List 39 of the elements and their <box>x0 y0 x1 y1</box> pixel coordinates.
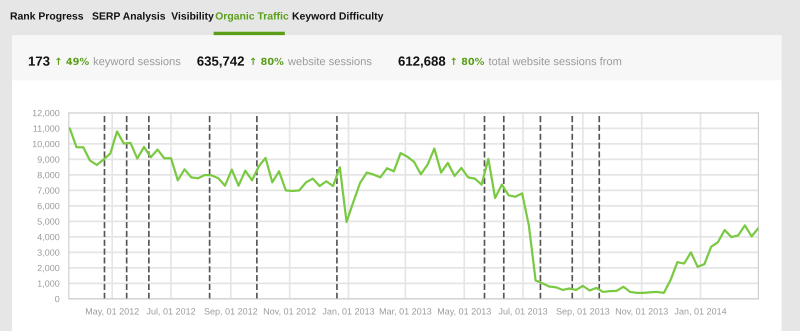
x-tick-label: Sep, 01 2012 <box>204 308 258 316</box>
y-tick-label: 5,000 <box>38 218 60 226</box>
y-tick-label: 7,000 <box>38 187 60 195</box>
x-tick-label: Jan, 01 2014 <box>674 308 726 316</box>
text: total website sessions from <box>488 57 622 66</box>
text: Visibility <box>171 12 214 22</box>
text: ↑ 80% <box>452 58 484 66</box>
x-tick-label: May, 01 2012 <box>86 308 139 316</box>
y-tick-label: 1,000 <box>38 280 60 288</box>
text: website sessions <box>288 57 372 66</box>
y-tick-label: 2,000 <box>38 264 60 272</box>
x-tick-label: Jul, 01 2013 <box>498 308 548 316</box>
x-tick-label: Nov, 01 2012 <box>264 308 316 316</box>
x-tick-label: Nov, 01 2013 <box>616 308 668 316</box>
text: ↑ 80% <box>250 58 284 66</box>
text: Keyword Difficulty <box>292 12 384 22</box>
text: ↑ 49% <box>56 58 89 66</box>
y-tick-label: 10,000 <box>32 140 60 148</box>
text: SERP Analysis <box>92 12 166 22</box>
text: 635,742 <box>197 56 244 68</box>
line-series <box>68 127 758 294</box>
text: Rank Progress <box>10 12 84 22</box>
y-tick-label: 0 <box>55 296 60 302</box>
y-tick-label: 6,000 <box>38 202 60 210</box>
x-tick-label: Sep, 01 2013 <box>556 308 610 316</box>
y-tick-label: 8,000 <box>38 172 60 180</box>
text: 173 <box>28 56 50 66</box>
text: keyword sessions <box>94 57 180 68</box>
x-tick-label: Jul, 01 2012 <box>146 308 196 316</box>
y-tick-label: 12,000 <box>32 110 60 118</box>
x-tick-label: Jan, 01 2013 <box>322 308 374 316</box>
text: Organic Traffic <box>216 12 288 22</box>
text: 612,688 <box>398 56 446 68</box>
x-tick-label: May, 01 2013 <box>438 308 491 316</box>
x-tick-label: Mar, 01 2013 <box>380 308 432 316</box>
y-tick-label: 4,000 <box>37 234 60 242</box>
y-tick-label: 11,000 <box>34 125 60 133</box>
y-tick-label: 9,000 <box>38 156 60 164</box>
y-tick-label: 3,000 <box>38 249 60 257</box>
